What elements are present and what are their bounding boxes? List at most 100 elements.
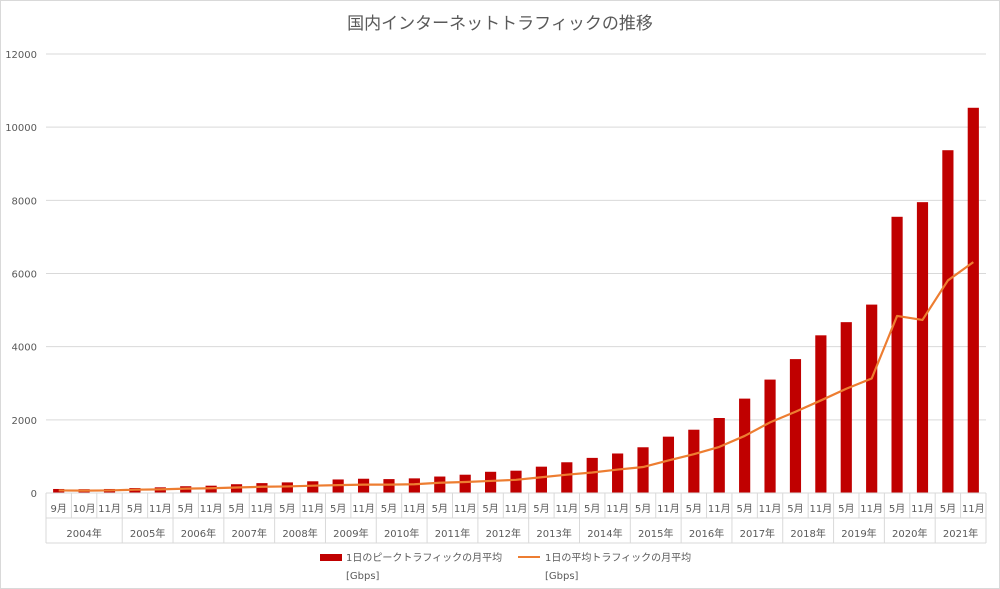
line-series — [58, 261, 974, 492]
year-label: 2005年 — [130, 527, 165, 540]
x-tick-label: 11月 — [759, 503, 782, 515]
x-tick-label: 5月 — [381, 503, 397, 515]
x-tick-label: 11月 — [606, 503, 629, 515]
x-tick-label: 11月 — [251, 503, 274, 515]
legend-peak-label: 1日のピークトラフィックの月平均 — [346, 552, 502, 564]
x-tick-label: 5月 — [178, 503, 194, 515]
legend-average-label: 1日の平均トラフィックの月平均 — [545, 552, 691, 564]
x-tick-label: 5月 — [279, 503, 295, 515]
x-tick-label: 11月 — [149, 503, 172, 515]
peak-bar — [535, 466, 547, 493]
x-tick-label: 5月 — [838, 503, 854, 515]
year-label: 2013年 — [536, 527, 571, 540]
y-tick-label: 2000 — [12, 416, 37, 427]
y-tick-label: 12000 — [5, 50, 37, 61]
x-tick-label: 5月 — [330, 503, 346, 515]
peak-bar — [357, 478, 370, 493]
peak-bar — [891, 216, 903, 493]
peak-bar — [256, 483, 268, 493]
peak-bar — [967, 107, 979, 493]
peak-bar — [205, 485, 217, 493]
x-tick-label: 11月 — [911, 503, 934, 515]
year-label: 2016年 — [689, 527, 724, 540]
year-label: 2008年 — [282, 527, 317, 540]
year-label: 2019年 — [841, 527, 876, 540]
year-label: 2014年 — [587, 527, 622, 540]
peak-bar — [434, 476, 446, 493]
x-tick-label: 11月 — [708, 503, 731, 515]
peak-bar — [789, 359, 802, 493]
y-axis: 0 2000 4000 6000 8000 10000 12000 — [5, 50, 37, 500]
x-tick-label: 5月 — [787, 503, 803, 515]
peak-bar — [485, 471, 497, 493]
year-label: 2011年 — [435, 527, 470, 540]
peak-bar — [637, 447, 649, 493]
x-tick-label: 11月 — [962, 503, 985, 515]
year-label: 2010年 — [384, 527, 419, 540]
x-tick-label: 11月 — [352, 503, 375, 515]
year-label: 2020年 — [892, 527, 927, 540]
y-tick-label: 10000 — [5, 123, 37, 134]
peak-bar — [815, 335, 827, 493]
peak-bar — [764, 379, 776, 493]
x-tick-label: 5月 — [686, 503, 702, 515]
y-tick-label: 0 — [31, 489, 37, 500]
legend-peak-unit: [Gbps] — [346, 571, 380, 582]
x-axis: 9月 10月 11月 5月 11月 5月 11月 5月 11月 5月 11月 5月 11月 5月 11月 5月… — [45, 492, 987, 544]
bar-series — [53, 107, 979, 493]
x-tick-label: 11月 — [403, 503, 426, 515]
peak-bar — [332, 479, 344, 493]
year-label: 2021年 — [943, 527, 978, 540]
x-tick-label: 5月 — [889, 503, 905, 515]
x-tick-label: 11月 — [98, 503, 121, 515]
year-label: 2009年 — [333, 527, 368, 540]
chart-title: 国内インターネットトラフィックの推移 — [347, 14, 653, 34]
x-tick-label: 11月 — [505, 503, 528, 515]
x-tick-label: 11月 — [860, 503, 883, 515]
peak-bar — [612, 453, 624, 493]
peak-bar — [662, 436, 675, 493]
x-tick-label: 11月 — [809, 503, 832, 515]
x-tick-label: 10月 — [73, 503, 96, 515]
year-label: 2006年 — [181, 527, 216, 540]
peak-bar — [713, 418, 725, 493]
x-tick-label: 11月 — [657, 503, 680, 515]
year-label: 2012年 — [486, 527, 521, 540]
peak-bar — [916, 202, 929, 493]
legend: 1日のピークトラフィックの月平均 [Gbps] 1日の平均トラフィックの月平均 … — [320, 552, 691, 582]
legend-average-unit: [Gbps] — [545, 571, 579, 582]
x-tick-label: 11月 — [200, 503, 223, 515]
peak-bar — [561, 462, 573, 493]
x-tick-label: 5月 — [940, 503, 956, 515]
x-tick-label: 5月 — [584, 503, 600, 515]
x-tick-label: 9月 — [51, 503, 67, 515]
peak-bar — [942, 150, 954, 493]
x-tick-label: 11月 — [301, 503, 324, 515]
x-tick-label: 11月 — [555, 503, 578, 515]
y-tick-label: 4000 — [12, 343, 37, 354]
x-tick-label: 5月 — [127, 503, 143, 515]
x-tick-label: 5月 — [228, 503, 244, 515]
x-tick-label: 5月 — [533, 503, 549, 515]
peak-bar — [408, 478, 420, 493]
x-tick-label: 5月 — [432, 503, 448, 515]
year-label: 2017年 — [740, 527, 775, 540]
peak-bar — [739, 398, 751, 493]
x-tick-label: 5月 — [482, 503, 498, 515]
peak-bar — [383, 479, 395, 493]
x-tick-label: 5月 — [736, 503, 752, 515]
x-tick-label: 11月 — [454, 503, 477, 515]
peak-bar — [510, 470, 522, 493]
peak-bar — [688, 429, 700, 493]
peak-bar — [586, 457, 598, 493]
year-label: 2007年 — [232, 527, 267, 540]
average-line — [58, 261, 974, 492]
peak-bar — [866, 304, 878, 493]
y-tick-label: 6000 — [12, 270, 37, 281]
peak-bar — [459, 474, 471, 493]
peak-bar — [281, 482, 293, 493]
legend-peak-swatch — [320, 554, 342, 561]
y-tick-label: 8000 — [12, 196, 37, 207]
